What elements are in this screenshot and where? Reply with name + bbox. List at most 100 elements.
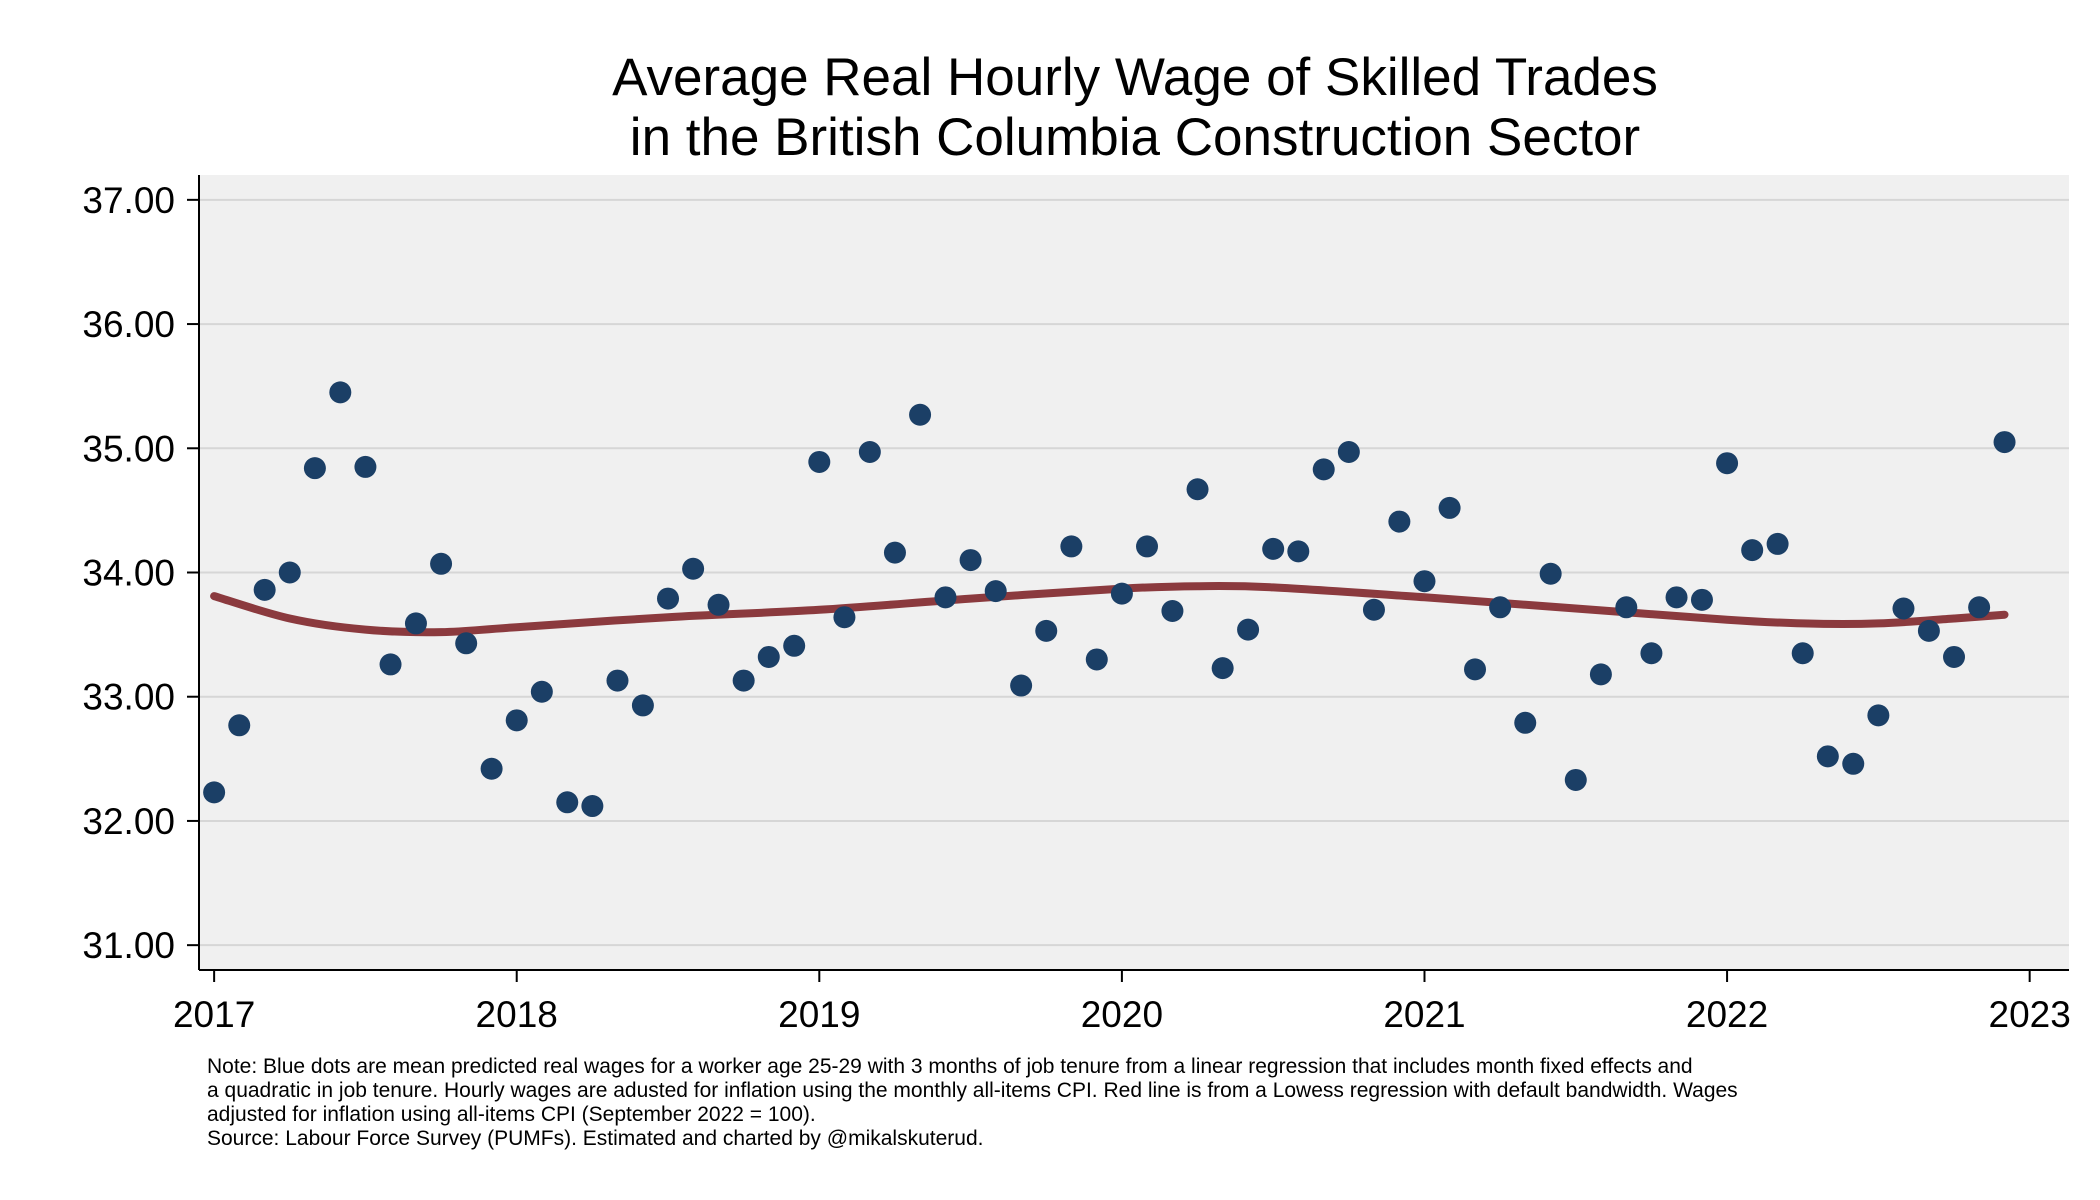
note-line-1: Note: Blue dots are mean predicted real … xyxy=(207,1055,1693,1078)
y-tick-label: 33.00 xyxy=(82,677,175,718)
x-tick-label: 2020 xyxy=(1081,994,1163,1035)
data-point xyxy=(1262,537,1285,560)
data-point xyxy=(1010,674,1033,697)
chart-note: Note: Blue dots are mean predicted real … xyxy=(207,1055,2087,1151)
note-line-2: a quadratic in job tenure. Hourly wages … xyxy=(207,1079,1738,1102)
data-point xyxy=(1362,598,1385,621)
data-point xyxy=(732,669,755,692)
data-point xyxy=(606,669,629,692)
data-point xyxy=(253,578,276,601)
x-tick-label: 2018 xyxy=(476,994,558,1035)
data-point xyxy=(783,634,806,657)
data-point xyxy=(1035,619,1058,642)
data-point xyxy=(1085,648,1108,671)
data-point xyxy=(984,580,1007,603)
data-point xyxy=(1993,431,2016,454)
data-point xyxy=(1489,596,1512,619)
data-point xyxy=(858,441,881,464)
data-point xyxy=(278,561,301,584)
y-tick-label: 36.00 xyxy=(82,304,175,345)
data-point xyxy=(1917,619,1940,642)
data-point xyxy=(1287,540,1310,563)
data-point xyxy=(1690,588,1713,611)
data-point xyxy=(1337,441,1360,464)
lowess-layer xyxy=(210,581,2009,637)
chart-title-line-1: Average Real Hourly Wage of Skilled Trad… xyxy=(612,48,1658,107)
x-tick-label: 2022 xyxy=(1686,994,1768,1035)
data-point xyxy=(631,694,654,717)
data-point xyxy=(1842,752,1865,775)
data-point xyxy=(1110,582,1133,605)
chart-title: Average Real Hourly Wage of Skilled Trad… xyxy=(200,48,2070,168)
data-point xyxy=(657,587,680,610)
data-point xyxy=(404,612,427,635)
data-point xyxy=(1640,642,1663,665)
data-point xyxy=(1589,663,1612,686)
data-point xyxy=(1539,562,1562,585)
data-point xyxy=(1211,657,1234,680)
data-point xyxy=(1968,596,1991,619)
data-point xyxy=(707,593,730,616)
x-tick-label: 2017 xyxy=(173,994,255,1035)
data-point xyxy=(1741,539,1764,562)
data-point xyxy=(379,653,402,676)
data-point xyxy=(455,632,478,655)
data-point xyxy=(480,757,503,780)
data-point xyxy=(228,714,251,737)
data-point xyxy=(303,457,326,480)
data-point xyxy=(909,403,932,426)
data-point xyxy=(808,450,831,473)
note-line-4: Source: Labour Force Survey (PUMFs). Est… xyxy=(207,1127,984,1150)
data-point xyxy=(1514,711,1537,734)
data-point xyxy=(1892,597,1915,620)
data-point xyxy=(1237,618,1260,641)
note-line-3: adjusted for inflation using all-items C… xyxy=(207,1103,816,1126)
data-point xyxy=(530,680,553,703)
data-point xyxy=(1766,532,1789,555)
data-point xyxy=(682,557,705,580)
data-point xyxy=(1161,600,1184,623)
data-point xyxy=(1186,478,1209,501)
data-point xyxy=(430,552,453,575)
x-tick-label: 2019 xyxy=(778,994,860,1035)
data-point xyxy=(1791,642,1814,665)
y-tick-label: 37.00 xyxy=(82,180,175,221)
data-point xyxy=(581,795,604,818)
chart-title-line-2: in the British Columbia Construction Sec… xyxy=(629,108,1641,167)
data-point xyxy=(934,586,957,609)
data-point xyxy=(1312,458,1335,481)
data-point xyxy=(203,781,226,804)
x-tick-label: 2023 xyxy=(1989,994,2071,1035)
x-tick-label: 2021 xyxy=(1383,994,1465,1035)
data-point xyxy=(354,455,377,478)
data-point xyxy=(505,709,528,732)
axes: 31.00 32.00 33.00 34.00 35.00 36.00 37.00 2017 2… xyxy=(82,175,2071,1035)
y-tick-label: 32.00 xyxy=(82,801,175,842)
data-point xyxy=(1060,535,1083,558)
data-point xyxy=(556,791,579,814)
data-point xyxy=(757,645,780,668)
dots-layer xyxy=(203,381,2016,818)
data-point xyxy=(1665,586,1688,609)
data-point xyxy=(1816,745,1839,768)
data-point xyxy=(1943,645,1966,668)
y-tick-label: 31.00 xyxy=(82,925,175,966)
data-point xyxy=(883,541,906,564)
data-point xyxy=(1388,510,1411,533)
y-tick-label: 34.00 xyxy=(82,553,175,594)
data-point xyxy=(1867,704,1890,727)
data-point xyxy=(1464,658,1487,681)
data-point xyxy=(833,606,856,629)
data-point xyxy=(1615,596,1638,619)
lowess-line xyxy=(210,581,2009,637)
data-point xyxy=(329,381,352,404)
data-point xyxy=(1564,768,1587,791)
data-point xyxy=(1413,570,1436,593)
data-point xyxy=(1136,535,1159,558)
data-point xyxy=(959,549,982,572)
y-tick-label: 35.00 xyxy=(82,428,175,469)
gridlines xyxy=(199,198,2069,947)
data-point xyxy=(1716,452,1739,475)
data-point xyxy=(1438,496,1461,519)
